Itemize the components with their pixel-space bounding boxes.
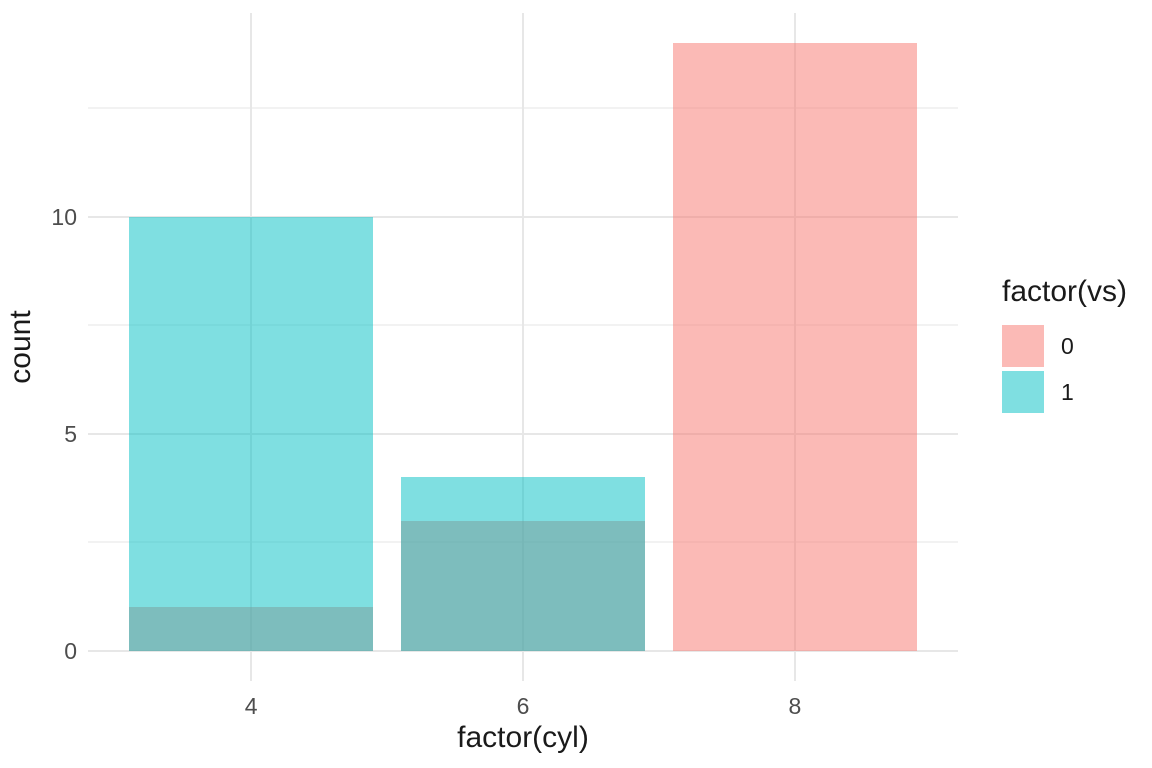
y-axis-title: count [4,310,37,384]
bar-cyl8-vs0 [672,43,918,651]
legend-entry-1: 1 [1002,371,1127,413]
legend-label-0: 0 [1061,332,1074,359]
legend-title: factor(vs) [1002,275,1128,308]
legend-swatch-1 [1002,371,1044,413]
y-tick-label-10: 10 [51,203,77,230]
legend-entry-0: 0 [1002,325,1127,367]
major-gridline-vertical [522,13,524,681]
bar-cyl4-vs1 [128,216,374,651]
x-tick-label-8: 8 [788,693,802,719]
x-tick-label-6: 6 [516,693,530,719]
bar-cyl6-vs1 [400,477,646,651]
y-tick-label-5: 5 [64,420,77,447]
x-axis-title: factor(cyl) [457,721,589,754]
legend-label-1: 1 [1061,378,1074,405]
x-tick-label-4: 4 [244,693,258,719]
y-tick-label-0: 0 [64,637,77,664]
legend-swatch-0 [1002,325,1044,367]
